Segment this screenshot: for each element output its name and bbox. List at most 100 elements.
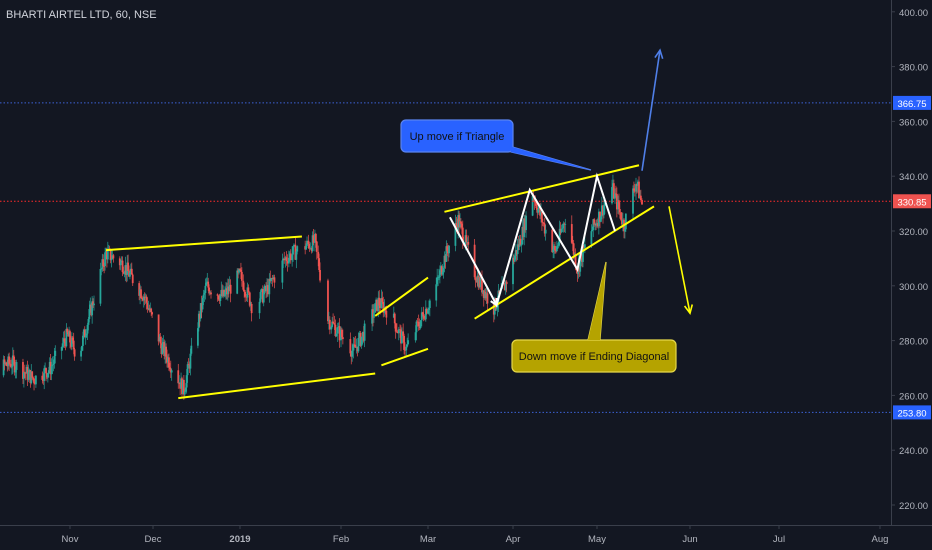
- wave-path: [449, 172, 616, 308]
- candle: [319, 262, 321, 283]
- candle-body: [639, 195, 642, 200]
- candle: [119, 259, 122, 271]
- candle-body: [401, 331, 403, 344]
- candle: [266, 278, 268, 298]
- x-tick-label: Jun: [682, 534, 697, 545]
- candle-body: [457, 215, 460, 231]
- candle-body: [592, 219, 595, 230]
- candle-body: [210, 292, 212, 295]
- candle: [618, 202, 621, 219]
- candle: [127, 254, 129, 272]
- candle-body: [163, 342, 166, 357]
- candle-body: [521, 226, 524, 245]
- candle-body: [164, 346, 167, 357]
- candle: [207, 277, 210, 291]
- x-tick-label: Dec: [145, 534, 162, 545]
- candle: [243, 282, 246, 298]
- candle-body: [638, 181, 640, 199]
- candle-body: [158, 336, 161, 342]
- candle: [553, 244, 555, 259]
- x-tick-label: Apr: [506, 534, 521, 545]
- candle: [505, 280, 508, 293]
- candle-body: [382, 301, 385, 313]
- candle: [185, 368, 188, 394]
- candle-body: [43, 368, 46, 381]
- candle-body: [481, 290, 484, 293]
- candle: [362, 326, 365, 343]
- candle: [466, 237, 469, 247]
- candle-body: [564, 224, 567, 225]
- candle-body: [185, 375, 188, 388]
- candle-body: [444, 255, 447, 262]
- candle-body: [314, 233, 316, 243]
- candle: [441, 264, 444, 276]
- candle: [227, 278, 230, 298]
- candle-body: [305, 245, 307, 250]
- candle: [240, 267, 243, 287]
- candle: [184, 383, 187, 392]
- candle: [639, 190, 641, 199]
- candle: [443, 251, 446, 273]
- candle-body: [422, 314, 425, 319]
- candle-body: [295, 251, 298, 260]
- candle-body: [524, 218, 527, 231]
- arrow-shaft: [641, 50, 661, 171]
- candle-body: [206, 281, 209, 283]
- price-tag-label: 330.85: [897, 197, 926, 208]
- candle-body: [318, 258, 321, 270]
- candle: [407, 333, 410, 346]
- candle-body: [403, 335, 405, 350]
- candle-body: [99, 268, 102, 304]
- candle-body: [5, 362, 8, 366]
- candle: [205, 277, 208, 287]
- candle: [168, 362, 171, 372]
- candle-body: [85, 333, 88, 336]
- x-tick-label: Feb: [333, 534, 349, 545]
- candle: [353, 337, 356, 347]
- candle: [536, 203, 539, 219]
- candle: [103, 262, 106, 274]
- candle: [189, 348, 192, 376]
- candle-body: [271, 277, 274, 280]
- candle: [122, 266, 125, 275]
- candle: [460, 222, 463, 234]
- candle: [305, 243, 307, 250]
- candle-body: [100, 268, 103, 270]
- candle-body: [405, 346, 408, 351]
- candle-body: [571, 242, 574, 244]
- y-tick-label: 360.00: [899, 117, 928, 128]
- candle-body: [309, 247, 312, 249]
- candle-body: [25, 366, 28, 374]
- candle-body: [287, 257, 290, 264]
- candle-body: [92, 301, 94, 306]
- candle-body: [317, 251, 320, 259]
- candle: [554, 241, 556, 254]
- candle-body: [376, 299, 378, 312]
- candle-body: [91, 301, 94, 316]
- candle: [248, 291, 251, 308]
- candle: [516, 238, 519, 261]
- candle: [304, 240, 307, 255]
- candle: [591, 226, 594, 232]
- candle: [327, 278, 329, 325]
- candle: [60, 346, 63, 360]
- candle: [315, 240, 318, 260]
- candle-body: [523, 218, 526, 238]
- candle-body: [207, 281, 210, 288]
- candle: [402, 323, 405, 343]
- candle: [282, 257, 285, 268]
- candle: [138, 280, 141, 301]
- candle: [359, 331, 362, 348]
- candle: [599, 211, 601, 229]
- candle: [222, 285, 225, 299]
- candle: [109, 248, 112, 264]
- candle: [397, 326, 400, 341]
- candle-body: [80, 350, 82, 357]
- candle: [111, 250, 114, 260]
- candle: [525, 211, 527, 238]
- candle: [612, 179, 615, 200]
- candle: [167, 353, 170, 371]
- candle-body: [226, 288, 228, 295]
- candle: [85, 328, 88, 338]
